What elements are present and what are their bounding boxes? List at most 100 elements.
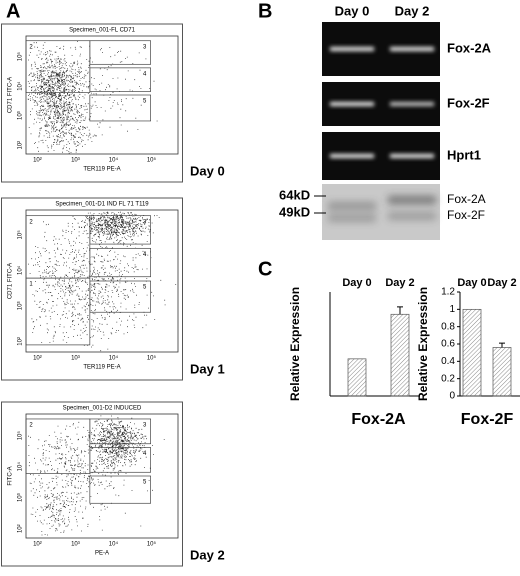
gate-label: 4	[143, 71, 147, 77]
y-tick-label: 0.8	[441, 321, 455, 332]
plot-frame	[1, 401, 183, 567]
gate	[89, 247, 151, 278]
x-tick-label: 10³	[71, 158, 80, 164]
x-tick-label: 10⁴	[109, 157, 119, 164]
gate-label: 5	[143, 285, 147, 291]
x-tick-label: 10²	[33, 542, 42, 548]
x-tick-label: 10³	[71, 356, 80, 362]
y-tick-label: 0	[449, 391, 455, 402]
marker-label: 64kD	[279, 187, 310, 202]
x-tick-label: 10⁵	[147, 157, 157, 164]
gel-band	[330, 154, 374, 158]
plot-area	[25, 413, 179, 539]
y-tick-label: 0.6	[441, 339, 455, 350]
blot-band	[328, 202, 376, 210]
bar	[390, 313, 410, 397]
panel-label: A	[6, 0, 20, 22]
chart-title: Fox-2A	[351, 411, 406, 428]
gate	[89, 418, 151, 445]
day-label: Day 1	[190, 361, 225, 376]
y-tick-label: 10²	[18, 337, 24, 346]
scatter-dots	[28, 415, 165, 536]
marker-label: 49kD	[279, 204, 310, 219]
gel-band	[390, 47, 434, 51]
gate-label: 2	[29, 423, 33, 429]
error-bar	[499, 342, 505, 348]
gate	[89, 215, 151, 245]
y-axis-label: Relative Expression	[288, 287, 302, 401]
plot-frame	[1, 197, 183, 381]
x-tick-label: 10²	[33, 158, 42, 164]
blot-band	[388, 212, 436, 220]
x-tick-label: 10⁵	[147, 355, 157, 362]
y-tick-label: 10⁴	[17, 265, 24, 275]
gate	[25, 277, 91, 346]
y-tick-label: 1	[449, 304, 455, 315]
x-axis-label: TER119 PE-A	[83, 167, 120, 173]
y-tick-label: 10⁵	[17, 431, 24, 441]
y-tick-label: 0.2	[441, 373, 455, 384]
plot-title: Specimen_001-D2 INDUCED	[63, 406, 142, 412]
gate	[89, 447, 151, 473]
gel-band	[390, 154, 434, 158]
gate-label: 2	[29, 219, 33, 225]
gate-label: 5	[143, 99, 147, 105]
y-tick-label: 10⁵	[17, 52, 24, 62]
gate-label: 3	[143, 423, 147, 429]
gate	[89, 280, 151, 313]
gate-label: 5	[143, 480, 147, 486]
category-label: Day 2	[487, 277, 516, 289]
bar	[347, 358, 367, 397]
gate	[25, 40, 91, 93]
gate-label: 2	[29, 44, 33, 50]
gel-band	[330, 47, 374, 51]
gate-label: 3	[143, 219, 147, 225]
gate	[89, 67, 151, 92]
gel-band	[390, 102, 434, 106]
gel-label: Fox-2A	[447, 40, 492, 55]
y-tick-label: 10³	[18, 493, 24, 502]
gel-band	[330, 102, 374, 106]
y-axis-label: CD71 FITC-A	[8, 77, 14, 113]
error-bar	[397, 306, 403, 315]
bar	[492, 347, 512, 397]
gel-label: Fox-2F	[447, 95, 490, 110]
gel-label: Hprt1	[447, 147, 481, 162]
category-label: Day 0	[342, 277, 371, 289]
bar	[462, 308, 482, 397]
blot-band	[388, 196, 436, 204]
gate	[89, 40, 151, 65]
gate-label: 1	[29, 282, 33, 288]
y-tick-label: 10²	[18, 141, 24, 150]
x-axis-label: PE-A	[95, 551, 109, 557]
x-tick-label: 10⁴	[109, 355, 119, 362]
x-tick-label: 10³	[71, 542, 80, 548]
band-label: Fox-2A	[447, 192, 486, 206]
chart-title: Fox-2F	[461, 411, 514, 428]
y-tick-label: 10⁴	[17, 81, 24, 91]
lane-label: Day 2	[395, 3, 430, 18]
gate-label: 4	[143, 451, 147, 457]
scatter-dots	[28, 211, 177, 352]
gate-label: 3	[143, 44, 147, 50]
day-label: Day 2	[190, 547, 225, 562]
y-tick-label: 0.4	[441, 356, 455, 367]
y-axis-label: FITC-A	[8, 466, 14, 485]
band-label: Fox-2F	[447, 208, 485, 222]
gate	[25, 418, 91, 474]
scatter-dots	[27, 41, 158, 154]
y-tick-label: 10⁵	[17, 230, 24, 240]
panel-label: C	[258, 258, 272, 280]
blot-band	[328, 214, 376, 222]
plot-title: Specimen_001-D1 IND FL 71 T119	[55, 202, 149, 208]
y-axis-label: CD71 FITC-A	[8, 263, 14, 299]
y-tick-label: 1.2	[441, 287, 455, 298]
x-tick-label: 10⁵	[147, 541, 157, 548]
gate-label: 4	[143, 252, 147, 258]
gate	[89, 475, 151, 504]
panel-label: B	[258, 0, 272, 22]
plot-title: Specimen_001-FL CD71	[69, 28, 135, 34]
y-tick-label: 10⁴	[17, 462, 24, 472]
lane-label: Day 0	[335, 3, 370, 18]
x-tick-label: 10⁴	[109, 541, 119, 548]
